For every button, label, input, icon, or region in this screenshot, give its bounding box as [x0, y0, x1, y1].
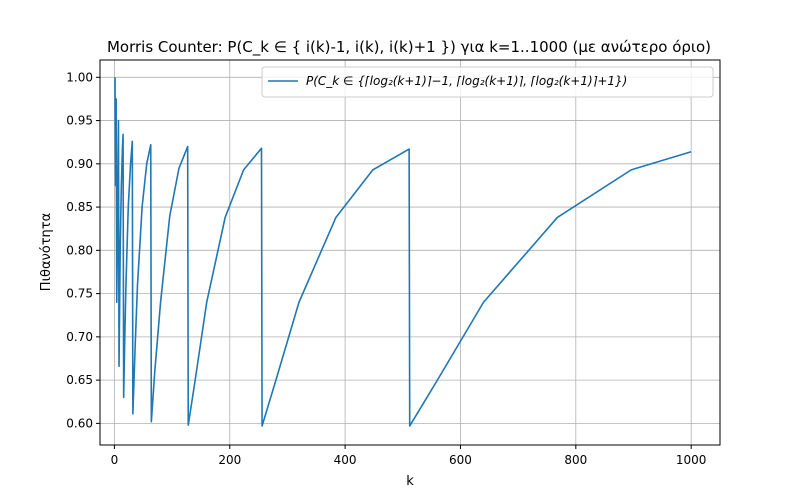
x-tick-label: 800	[564, 453, 587, 467]
legend: P(C_k ∈ {⌈log₂(k+1)⌉−1, ⌈log₂(k+1)⌉, ⌈lo…	[261, 66, 714, 98]
legend-frame	[261, 66, 714, 98]
y-tick-label: 0.60	[66, 416, 93, 430]
y-tick-label: 0.70	[66, 330, 93, 344]
y-tick-label: 0.85	[66, 200, 93, 214]
y-tick-label: 0.95	[66, 114, 93, 128]
x-tick-label: 400	[334, 453, 357, 467]
series-layer	[114, 77, 692, 427]
chart-title: Morris Counter: P(C_k ∈ { i(k)-1, i(k), …	[107, 38, 711, 57]
y-axis-title: Πιθανότητα	[39, 213, 54, 291]
y-tick-label: 0.65	[66, 373, 93, 387]
y-tick-label: 0.75	[66, 287, 93, 301]
x-tick-label: 1000	[676, 453, 707, 467]
grid	[100, 60, 720, 445]
y-tick-label: 0.80	[66, 243, 93, 257]
x-axis-title: k	[406, 474, 414, 489]
y-tick-label: 1.00	[66, 70, 93, 84]
x-tick-label: 600	[449, 453, 472, 467]
legend-label: P(C_k ∈ {⌈log₂(k+1)⌉−1, ⌈log₂(k+1)⌉, ⌈lo…	[306, 74, 627, 88]
plot-frame	[99, 59, 721, 446]
y-axis-ticks: 0.60 0.65 0.70 0.75 0.80 0.85 0.90 0.95 1.00	[66, 70, 100, 430]
x-tick-label: 200	[218, 453, 241, 467]
x-axis-ticks: 0 200 400 600 800 1000	[111, 445, 707, 467]
y-tick-label: 0.90	[66, 157, 93, 171]
x-tick-label: 0	[111, 453, 119, 467]
series-line	[114, 77, 692, 427]
